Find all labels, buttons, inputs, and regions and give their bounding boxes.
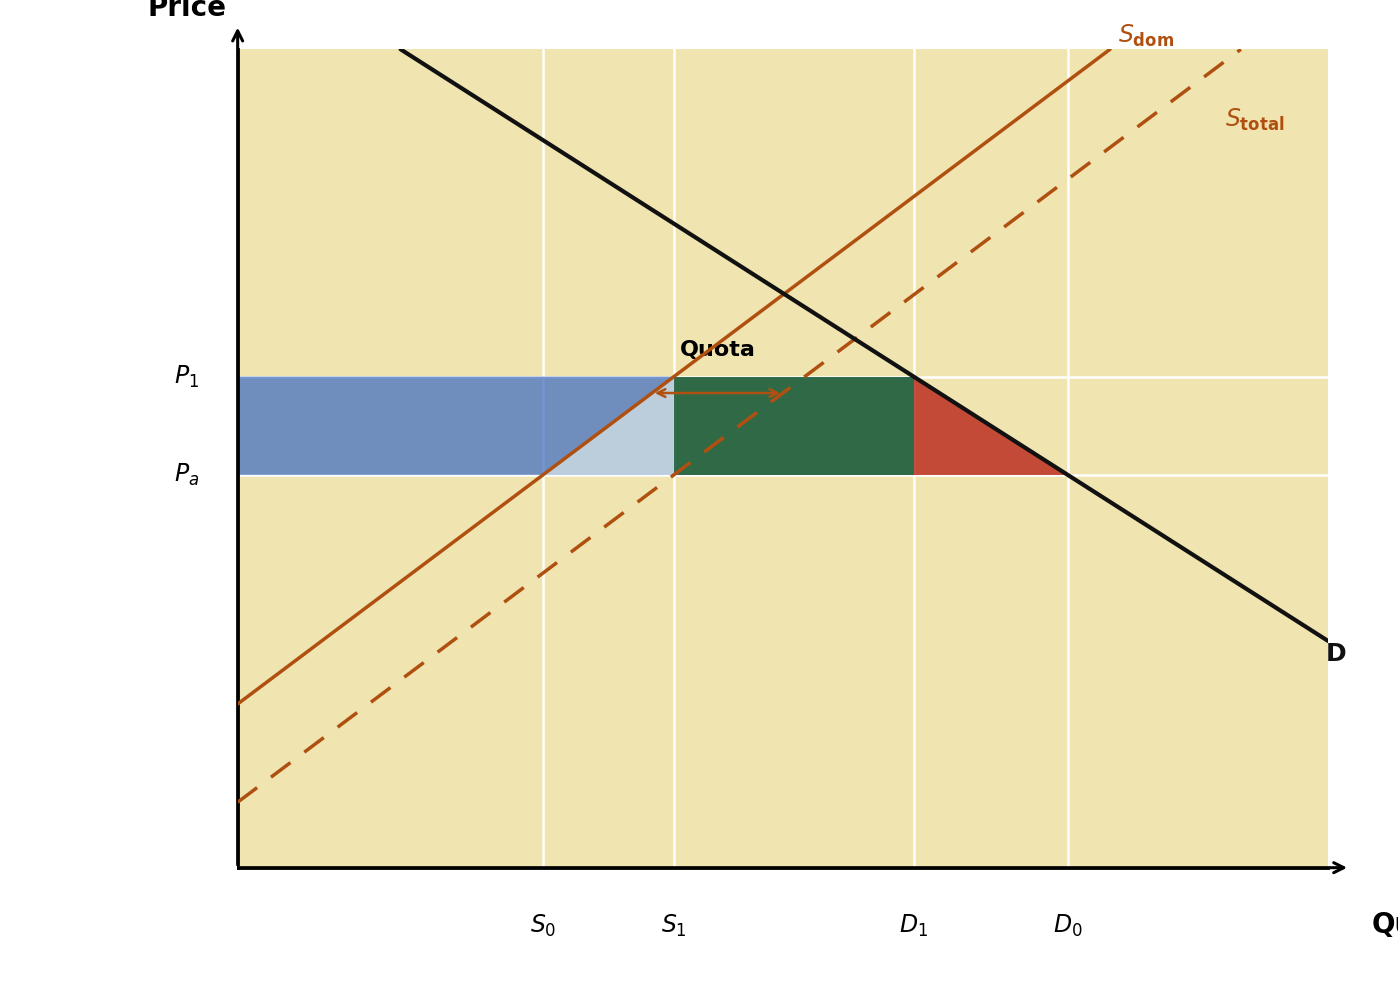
Text: $S_{\mathregular{dom}}$: $S_{\mathregular{dom}}$ xyxy=(1117,23,1174,49)
Polygon shape xyxy=(542,377,674,475)
Text: $P_1$: $P_1$ xyxy=(175,364,200,389)
Text: $S_0$: $S_0$ xyxy=(530,913,556,939)
Text: $S_{\mathregular{total}}$: $S_{\mathregular{total}}$ xyxy=(1225,106,1285,133)
Text: Price: Price xyxy=(148,0,226,23)
Polygon shape xyxy=(238,377,674,475)
Polygon shape xyxy=(914,377,1068,475)
Bar xyxy=(674,377,914,475)
Text: $P_a$: $P_a$ xyxy=(175,461,200,488)
Text: $D_1$: $D_1$ xyxy=(899,913,928,939)
Text: Quantity: Quantity xyxy=(1371,911,1398,939)
Text: $D_0$: $D_0$ xyxy=(1053,913,1082,939)
Text: Quota: Quota xyxy=(679,340,755,360)
Text: D: D xyxy=(1325,642,1346,667)
Text: $S_1$: $S_1$ xyxy=(661,913,686,939)
